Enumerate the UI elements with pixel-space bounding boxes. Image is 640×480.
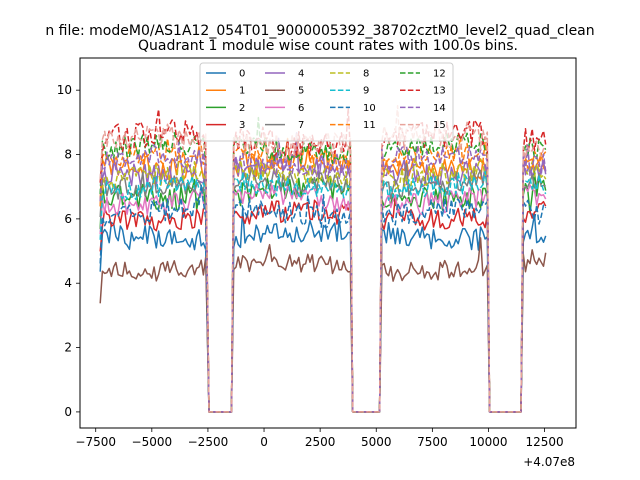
series-line-13 [99,107,547,413]
legend-label-11: 11 [363,120,376,131]
x-tick-label: −2500 [188,435,229,449]
series-line-3 [99,196,547,413]
axes-title: Quadrant 1 module wise count rates with … [138,38,518,54]
legend-frame [199,62,454,142]
y-tick-label: 4 [64,276,72,290]
x-tick-label: 12500 [525,435,563,449]
legend-label-8: 8 [363,69,369,80]
legend-label-5: 5 [298,86,304,97]
x-tick-label: −7500 [75,435,116,449]
series-line-5 [99,237,547,413]
legend-label-12: 12 [433,69,446,80]
x-tick-label: 10000 [469,435,507,449]
series-line-6 [99,183,547,413]
series-line-9 [99,170,547,413]
x-axis: −7500 −5000 −2500 0 2500 5000 7500 10000 12500 [75,428,564,449]
y-tick-label: 10 [57,83,72,97]
series-line-10 [99,184,547,413]
y-tick-label: 6 [64,212,72,226]
legend-label-15: 15 [433,120,446,131]
legend-label-1: 1 [239,86,245,97]
figure-suptitle: n file: modeM0/AS1A12_054T01_9000005392_… [45,23,594,39]
x-tick-label: 5000 [361,435,392,449]
legend-label-3: 3 [239,120,245,131]
legend-label-7: 7 [298,120,304,131]
x-tick-label: 0 [260,435,268,449]
x-tick-label: −5000 [132,435,173,449]
x-tick-label: 2500 [305,435,336,449]
plot-frame [79,57,577,429]
legend-label-10: 10 [363,103,376,114]
legend-label-14: 14 [433,103,446,114]
legend-label-13: 13 [433,86,446,97]
series-line-12 [99,116,547,413]
legend-label-4: 4 [298,69,304,80]
y-tick-label: 0 [64,405,72,419]
y-axis: 0 2 4 6 8 10 [57,83,80,419]
legend-label-0: 0 [239,69,245,80]
series-layer [99,104,547,413]
legend-label-2: 2 [239,103,245,114]
x-offset-label: +4.07e8 [523,455,575,469]
series-line-0 [99,207,547,413]
y-tick-label: 8 [64,148,72,162]
x-tick-label: 7500 [417,435,448,449]
legend-label-9: 9 [363,86,369,97]
legend-label-6: 6 [298,103,304,114]
y-tick-label: 2 [64,341,72,355]
series-line-8 [99,153,547,413]
series-line-14 [99,137,547,413]
